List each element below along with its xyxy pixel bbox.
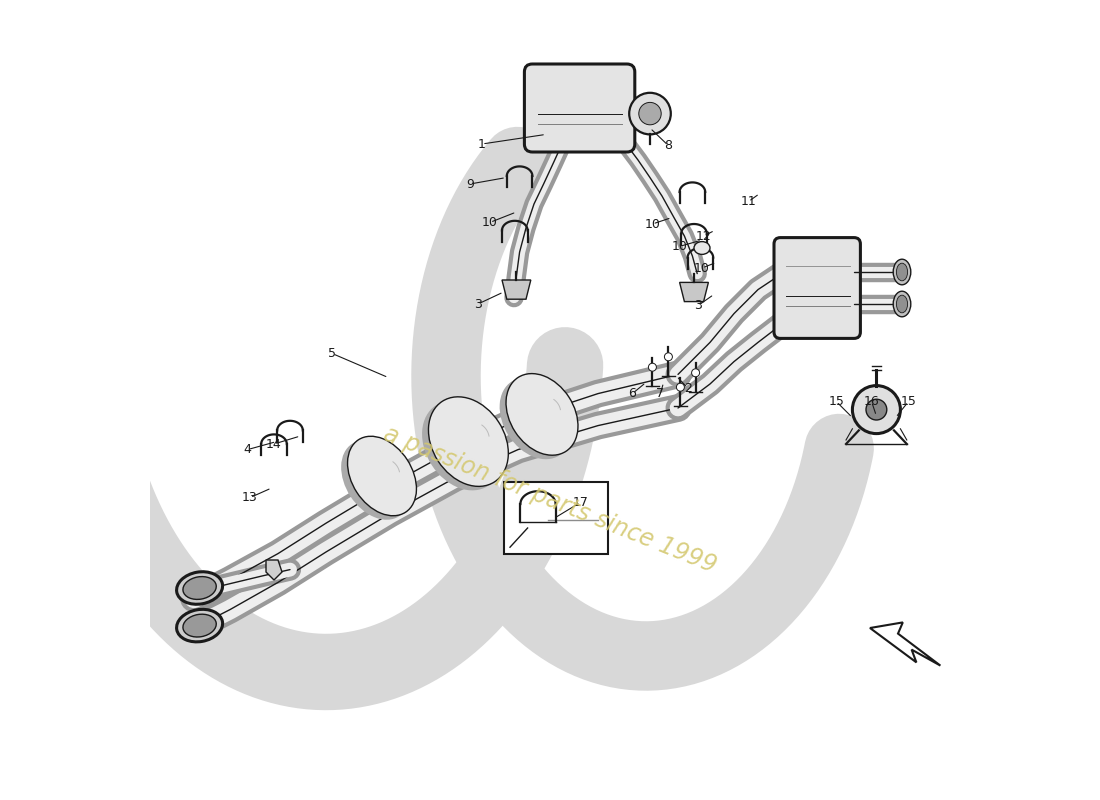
Text: 2: 2: [684, 382, 692, 394]
Polygon shape: [502, 280, 531, 299]
Ellipse shape: [183, 614, 217, 637]
Ellipse shape: [893, 291, 911, 317]
Circle shape: [692, 369, 700, 377]
Text: 3: 3: [694, 299, 702, 312]
Text: 10: 10: [672, 240, 688, 253]
Polygon shape: [870, 622, 940, 666]
FancyBboxPatch shape: [774, 238, 860, 338]
Polygon shape: [266, 560, 282, 580]
Text: 10: 10: [694, 262, 710, 274]
Text: 16: 16: [864, 395, 880, 408]
Text: 17: 17: [572, 496, 588, 509]
Bar: [504, 482, 607, 554]
Ellipse shape: [694, 242, 710, 254]
Ellipse shape: [429, 397, 508, 486]
Text: 8: 8: [664, 139, 672, 152]
Text: 7: 7: [657, 387, 664, 400]
Text: 6: 6: [628, 387, 636, 400]
Ellipse shape: [177, 572, 222, 604]
FancyBboxPatch shape: [525, 64, 635, 152]
Ellipse shape: [341, 440, 410, 520]
Ellipse shape: [177, 610, 222, 642]
Polygon shape: [680, 282, 708, 302]
Text: 10: 10: [482, 216, 498, 229]
Text: 4: 4: [244, 443, 252, 456]
Ellipse shape: [893, 259, 911, 285]
Circle shape: [629, 93, 671, 134]
Text: 14: 14: [266, 438, 282, 450]
Text: 9: 9: [466, 178, 474, 190]
Ellipse shape: [499, 378, 572, 459]
Text: 15: 15: [901, 395, 916, 408]
Ellipse shape: [422, 401, 502, 490]
Ellipse shape: [506, 374, 578, 455]
Text: 15: 15: [828, 395, 845, 408]
Circle shape: [664, 353, 672, 361]
Circle shape: [639, 102, 661, 125]
Circle shape: [866, 399, 887, 420]
Text: 10: 10: [645, 218, 660, 230]
Circle shape: [648, 363, 657, 371]
Ellipse shape: [183, 577, 217, 599]
Ellipse shape: [896, 263, 907, 281]
Text: 3: 3: [474, 298, 482, 310]
Text: 11: 11: [740, 195, 757, 208]
Ellipse shape: [348, 436, 417, 516]
Text: 12: 12: [695, 230, 712, 242]
Circle shape: [676, 383, 684, 391]
Circle shape: [852, 386, 901, 434]
Ellipse shape: [896, 295, 907, 313]
Text: 5: 5: [329, 347, 337, 360]
Text: 1: 1: [478, 138, 486, 150]
Text: a passion for parts since 1999: a passion for parts since 1999: [381, 422, 719, 578]
Text: 13: 13: [242, 491, 257, 504]
